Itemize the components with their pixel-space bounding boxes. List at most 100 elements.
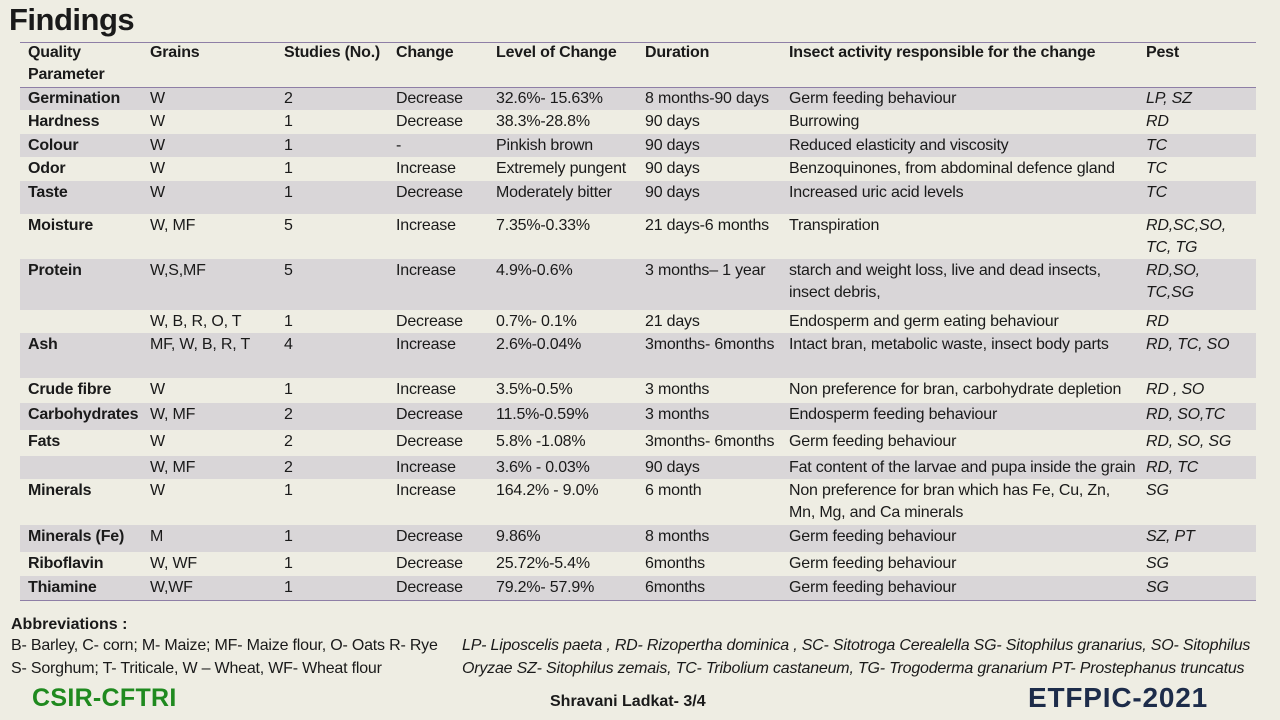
cell-duration: 3 months [645,381,710,398]
table-row: W, MF 2 Increase 3.6% - 0.03% 90 days Fat con… [20,456,1256,479]
header-pest: Pest [1146,44,1179,61]
cell-pest: SZ, PT [1146,528,1195,545]
cell-grains: M [150,528,164,545]
cell-insect-activity: Burrowing [789,113,860,130]
cell-parameter: Ash [28,336,58,353]
cell-duration: 3months- 6months [645,433,775,450]
cell-insect-activity: Non preference for bran which has Fe, Cu… [789,482,1110,521]
cell-duration: 21 days [645,313,700,330]
table-bottom-border [20,600,1256,601]
cell-pest: SG [1146,579,1169,596]
cell-change: Decrease [396,90,463,107]
header-studies: Studies (No.) [284,44,381,61]
cell-grains: W [150,113,165,130]
cell-pest: TC [1146,160,1167,177]
cell-level: 0.7%- 0.1% [496,313,577,330]
cell-change: Decrease [396,433,463,450]
cell-change: Increase [396,262,456,279]
cell-level: 3.5%-0.5% [496,381,573,398]
organization-label: CSIR-CFTRI [32,684,177,712]
cell-duration: 6 month [645,482,702,499]
cell-studies: 2 [284,406,293,423]
cell-change: Decrease [396,579,463,596]
header-insect-activity: Insect activity responsible for the chan… [789,44,1096,61]
cell-studies: 5 [284,217,293,234]
cell-parameter: Carbohydrates [28,406,139,423]
cell-insect-activity: Germ feeding behaviour [789,555,957,572]
cell-pest: TC [1146,184,1167,201]
cell-level: 9.86% [496,528,541,545]
header-grains: Grains [150,44,200,61]
cell-level: Pinkish brown [496,137,594,154]
header-change: Change [396,44,454,61]
table-header-border [20,87,1256,88]
cell-studies: 1 [284,482,293,499]
cell-level: Extremely pungent [496,160,627,177]
cell-studies: 1 [284,137,293,154]
cell-insect-activity: Reduced elasticity and viscosity [789,137,1009,154]
table-row: Minerals W 1 Increase 164.2% - 9.0% 6 mont… [20,479,1256,525]
table-row: Hardness W 1 Decrease 38.3%-28.8% 90 days Bu… [20,110,1256,134]
table-row: Moisture W, MF 5 Increase 7.35%-0.33% 21 day… [20,214,1256,259]
cell-change: Decrease [396,113,463,130]
cell-change: Decrease [396,313,463,330]
cell-level: 38.3%-28.8% [496,113,590,130]
cell-grains: W, B, R, O, T [150,313,242,330]
cell-grains: W, WF [150,555,197,572]
cell-insect-activity: starch and weight loss, live and dead in… [789,262,1101,301]
cell-level: 4.9%-0.6% [496,262,573,279]
cell-level: Moderately bitter [496,184,612,201]
table-row: Taste W 1 Decrease Moderately bitter 90 day… [20,181,1256,214]
cell-studies: 1 [284,313,293,330]
cell-parameter: Germination [28,90,121,107]
cell-insect-activity: Endosperm and germ eating behaviour [789,313,1059,330]
table-row: Colour W 1 - Pinkish brown 90 days Reduced … [20,134,1256,157]
cell-change: Decrease [396,406,463,423]
cell-parameter: Odor [28,160,66,177]
cell-studies: 4 [284,336,293,353]
cell-pest: RD, SO, SG [1146,433,1232,450]
cell-grains: W [150,433,165,450]
cell-change: Decrease [396,184,463,201]
abbreviations-title: Abbreviations : [11,616,128,633]
cell-grains: W, MF [150,459,196,476]
cell-studies: 1 [284,184,293,201]
cell-grains: W [150,90,165,107]
cell-insect-activity: Germ feeding behaviour [789,90,957,107]
cell-grains: W, MF [150,217,196,234]
cell-pest: RD,SC,SO, TC, TG [1146,217,1226,256]
cell-parameter: Crude fibre [28,381,112,398]
cell-level: 7.35%-0.33% [496,217,590,234]
cell-parameter: Moisture [28,217,94,234]
grain-abbreviations: B- Barley, C- corn; M- Maize; MF- Maize … [11,637,438,677]
cell-duration: 6months [645,579,705,596]
abbreviations-section: Abbreviations : B- Barley, C- corn; M- M… [11,616,438,680]
cell-grains: W, MF [150,406,196,423]
cell-pest: RD, TC [1146,459,1199,476]
table-row: Odor W 1 Increase Extremely pungent 90 days… [20,157,1256,181]
table-row: W, B, R, O, T 1 Decrease 0.7%- 0.1% 21 days E… [20,310,1256,333]
cell-insect-activity: Germ feeding behaviour [789,433,957,450]
conference-label: ETFPIC-2021 [1028,682,1208,713]
cell-change: Increase [396,217,456,234]
cell-parameter: Riboflavin [28,555,104,572]
cell-duration: 90 days [645,160,700,177]
cell-level: 2.6%-0.04% [496,336,582,353]
cell-level: 25.72%-5.4% [496,555,590,572]
cell-parameter: Minerals [28,482,92,499]
cell-change: Increase [396,459,456,476]
cell-insect-activity: Transpiration [789,217,880,234]
cell-pest: SG [1146,555,1169,572]
cell-duration: 6months [645,555,705,572]
cell-parameter: Fats [28,433,61,450]
table-header-row: Quality Parameter Grains Studies (No.) Chan… [20,42,1256,87]
cell-duration: 3 months– 1 year [645,262,766,279]
cell-insect-activity: Germ feeding behaviour [789,528,957,545]
cell-level: 32.6%- 15.63% [496,90,603,107]
cell-grains: W [150,381,165,398]
cell-level: 164.2% - 9.0% [496,482,599,499]
cell-insect-activity: Fat content of the larvae and pupa insid… [789,459,1136,476]
cell-pest: RD , SO [1146,381,1205,398]
cell-level: 79.2%- 57.9% [496,579,595,596]
cell-parameter: Thiamine [28,579,97,596]
